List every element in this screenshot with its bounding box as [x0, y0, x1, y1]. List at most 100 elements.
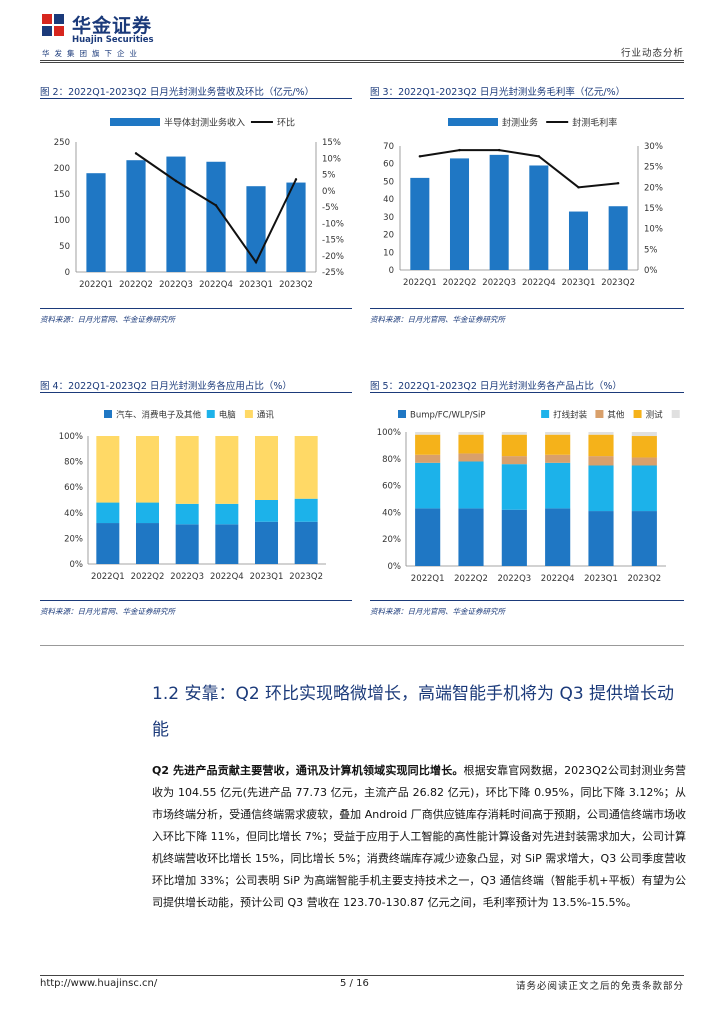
logo-mark-icon — [40, 12, 66, 38]
company-logo: 华金证券 Huajin Securities 华发集团旗下企业 — [40, 12, 180, 58]
x-tick-2022Q4: 2022Q4 — [541, 574, 575, 584]
y-left-tick-4: 200 — [54, 164, 70, 174]
legend-label-1: 封测毛利率 — [572, 117, 617, 129]
bar-segment-2023Q1-3 — [588, 434, 614, 457]
y-right-tick-1: 10% — [322, 154, 341, 164]
bar-2022Q2 — [449, 158, 470, 270]
bar-segment-2022Q4-0 — [545, 508, 571, 566]
paragraph-text: 根据安靠官网数据，2023Q2公司封测业务营收为 104.55 亿元(先进产品 … — [152, 764, 686, 909]
x-tick-2023Q2: 2023Q2 — [601, 278, 635, 288]
bar-2022Q2 — [126, 160, 146, 272]
line-point-2022Q4 — [537, 155, 541, 158]
y-right-tick-0: 30% — [644, 142, 663, 152]
bar-segment-2022Q4-0 — [215, 524, 239, 564]
bar-segment-2022Q2-1 — [135, 502, 160, 524]
y-tick-1: 20% — [382, 535, 401, 545]
figure-5-chart: Bump/FC/WLP/SiP打线封装其他测试材料0%20%40%60%80%1… — [370, 396, 684, 598]
x-tick-2023Q1: 2023Q1 — [250, 572, 284, 582]
y-right-tick-6: -15% — [322, 236, 344, 246]
y-tick-0: 0% — [388, 562, 402, 572]
bar-segment-2022Q4-1 — [215, 503, 239, 525]
chart-fig5-svg: Bump/FC/WLP/SiP打线封装其他测试材料0%20%40%60%80%1… — [377, 410, 684, 585]
bar-2022Q3 — [166, 156, 186, 272]
line-point-2023Q2 — [294, 178, 298, 181]
legend-swatch-2 — [595, 410, 604, 418]
brand-name-en: Huajin Securities — [72, 35, 154, 45]
bar-2023Q2 — [608, 206, 628, 270]
figure-4-bottom-rule — [40, 600, 352, 601]
figure-5-source: 资料来源：日月光官网、华金证券研究所 — [370, 607, 505, 616]
line-series-封测毛利率 — [419, 149, 619, 189]
y-left-tick-6: 60 — [383, 160, 394, 170]
bar-2022Q1 — [410, 177, 430, 270]
bar-segment-2022Q1-3 — [415, 434, 441, 455]
bar-segment-2022Q4-1 — [545, 462, 571, 509]
bar-segment-2022Q2-4 — [458, 432, 484, 435]
y-tick-3: 60% — [64, 483, 83, 493]
bar-segment-2022Q4-2 — [215, 436, 239, 504]
legend-label-1: 打线封装 — [553, 410, 588, 421]
bar-2022Q3 — [489, 154, 509, 270]
x-tick-2023Q2: 2023Q2 — [627, 574, 661, 584]
y-right-tick-0: 15% — [322, 138, 341, 148]
x-tick-2022Q4: 2022Q4 — [199, 280, 233, 290]
y-tick-2: 40% — [382, 508, 401, 518]
footer-url-link[interactable]: http://www.huajinsc.cn/ — [40, 978, 158, 989]
bar-2023Q2 — [286, 182, 306, 272]
bar-segment-2023Q1-1 — [588, 465, 614, 512]
figure-4-source: 资料来源：日月光官网、华金证券研究所 — [40, 607, 175, 616]
y-left-tick-5: 250 — [54, 138, 70, 148]
x-tick-2023Q2: 2023Q2 — [279, 280, 313, 290]
y-right-tick-2: 20% — [644, 183, 663, 193]
y-left-tick-0: 0 — [65, 268, 70, 278]
y-right-tick-7: -20% — [322, 252, 344, 262]
bar-segment-2022Q3-0 — [175, 524, 199, 564]
bar-segment-2023Q2-1 — [631, 465, 657, 512]
bar-segment-2022Q2-2 — [458, 453, 484, 462]
y-right-tick-8: -25% — [322, 268, 344, 278]
y-right-tick-2: 5% — [322, 171, 336, 181]
bar-segment-2022Q1-2 — [96, 436, 120, 503]
bar-segment-2023Q1-0 — [588, 511, 614, 566]
x-tick-2022Q2: 2022Q2 — [119, 280, 153, 290]
figure-4-top-rule — [40, 392, 352, 393]
bar-segment-2022Q2-2 — [135, 436, 160, 503]
y-tick-0: 0% — [70, 560, 84, 570]
legend-label-0: 半导体封测业务收入 — [164, 117, 245, 129]
line-point-2022Q3 — [174, 179, 178, 183]
bar-2023Q1 — [568, 211, 589, 270]
y-left-tick-1: 10 — [383, 248, 394, 258]
legend-swatch-0 — [110, 118, 160, 126]
line-point-2022Q2 — [458, 148, 461, 152]
brand-name-cn: 华金证券 — [72, 15, 153, 37]
bar-segment-2023Q2-0 — [294, 521, 318, 564]
legend-label-1: 电脑 — [219, 410, 237, 421]
line-point-2022Q3 — [497, 148, 501, 152]
y-left-tick-2: 100 — [54, 216, 70, 226]
chart-fig3-svg: 封测业务 封测毛利率 0 10 20 30 40 50 60 70 30% 25% 20% 15% 10% 5… — [383, 117, 663, 289]
y-tick-5: 100% — [377, 428, 401, 438]
x-tick-2022Q1: 2022Q1 — [91, 572, 125, 582]
y-right-tick-3: 0% — [322, 187, 336, 197]
y-right-tick-3: 15% — [644, 204, 663, 214]
line-point-2022Q1 — [418, 155, 422, 158]
y-left-tick-7: 70 — [383, 142, 394, 152]
bar-segment-2022Q3-4 — [501, 432, 527, 435]
bar-segment-2022Q1-0 — [96, 523, 120, 564]
legend-swatch-2 — [244, 410, 253, 418]
legend-label-2: 其他 — [607, 410, 625, 421]
line-point-2022Q4 — [214, 204, 218, 207]
page-number: 5 / 16 — [340, 978, 369, 989]
x-tick-2022Q4: 2022Q4 — [522, 278, 556, 288]
x-tick-2022Q2: 2022Q2 — [443, 278, 477, 288]
body-paragraph: Q2 先进产品贡献主要营收，通讯及计算机领域实现同比增长。根据安靠官网数据，20… — [152, 760, 686, 914]
figure-2-source: 资料来源：日月光官网、华金证券研究所 — [40, 315, 175, 324]
bar-2022Q1 — [86, 173, 106, 272]
x-tick-2022Q2: 2022Q2 — [131, 572, 165, 582]
y-left-tick-5: 50 — [383, 177, 394, 187]
bar-segment-2022Q3-0 — [501, 509, 527, 566]
bar-2022Q4 — [529, 165, 549, 270]
y-right-tick-4: -5% — [322, 203, 339, 213]
bar-segment-2022Q4-4 — [545, 432, 571, 435]
bar-segment-2023Q2-0 — [631, 511, 657, 566]
